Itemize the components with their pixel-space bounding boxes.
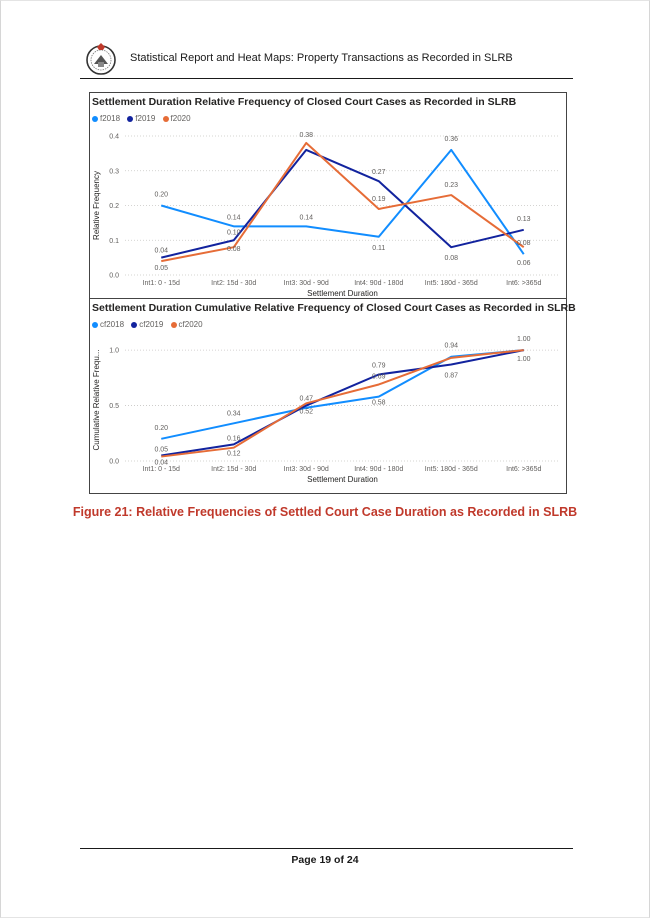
legend-dot-icon — [92, 321, 98, 328]
data-label: 0.34 — [227, 410, 241, 417]
data-label: 0.52 — [299, 408, 313, 415]
legend-dot-icon — [127, 115, 134, 122]
chart-title: Settlement Duration Relative Frequency o… — [92, 96, 517, 108]
data-label: 0.12 — [227, 451, 241, 458]
x-tick-label: Int2: 15d - 30d — [211, 466, 256, 473]
x-tick-label: Int1: 0 - 15d — [143, 280, 180, 287]
page-footer: Page 19 of 24 — [0, 854, 650, 866]
series-line-f2020[interactable] — [161, 141, 525, 263]
data-label: 0.14 — [227, 214, 241, 221]
data-label: 0.16 — [227, 435, 241, 442]
figure-caption: Figure 21: Relative Frequencies of Settl… — [72, 505, 578, 519]
chart-legend: f2018 f2019 f2020 — [92, 114, 196, 123]
chart-title: Settlement Duration Cumulative Relative … — [92, 302, 576, 314]
legend-item-cf2018[interactable]: cf2018 — [92, 320, 124, 329]
data-label: 0.05 — [154, 265, 168, 272]
footer-divider — [80, 848, 573, 849]
x-tick-label: Int1: 0 - 15d — [143, 466, 180, 473]
data-label: 0.79 — [372, 362, 386, 369]
x-tick-label: Int3: 30d - 90d — [284, 466, 329, 473]
data-label: 0.47 — [299, 396, 313, 403]
legend-label: f2018 — [100, 114, 121, 123]
y-tick-label: 0.0 — [109, 273, 119, 280]
y-axis-title: Relative Frequency — [92, 171, 101, 240]
series-line-f2018[interactable] — [160, 148, 525, 255]
x-tick-label: Int5: 180d - 365d — [425, 280, 478, 287]
legend-dot-icon — [162, 115, 169, 122]
cumulative-frequency-plot: 0.0 0.5 1.0 Int1: 0 - 15d Int2: 15d - 30d Int… — [92, 336, 560, 484]
legend-label: cf2019 — [139, 320, 164, 329]
legend-label: f2019 — [135, 114, 156, 123]
x-tick-label: Int5: 180d - 365d — [425, 466, 478, 473]
legend-item-f2020[interactable]: f2020 — [162, 114, 191, 123]
legend-dot-icon — [170, 321, 177, 328]
data-label: 0.08 — [227, 246, 241, 253]
page-total: 24 — [346, 854, 359, 866]
x-tick-label: Int6: >365d — [506, 280, 541, 287]
data-label: 0.27 — [372, 169, 386, 176]
relative-frequency-plot: 0.0 0.1 0.2 0.3 0.4 Int1: 0 - 15d Int2: 15d - … — [92, 132, 560, 298]
data-label: 0.04 — [154, 460, 168, 467]
page-prefix: Page — [291, 854, 320, 866]
page-number: 19 — [319, 854, 332, 866]
page-of: of — [331, 854, 347, 866]
header-title: Statistical Report and Heat Maps: Proper… — [130, 52, 513, 64]
relative-frequency-chart: Settlement Duration Relative Frequency o… — [90, 93, 566, 299]
y-axis-title: Cumulative Relative Frequ... — [92, 350, 101, 451]
y-tick-label: 0.2 — [109, 203, 119, 210]
legend-label: cf2020 — [178, 320, 203, 329]
legend-item-cf2020[interactable]: cf2020 — [170, 320, 203, 329]
legend-dot-icon — [92, 115, 98, 122]
data-label: 0.94 — [444, 343, 458, 350]
data-label: 0.14 — [299, 214, 313, 221]
data-label: 0.23 — [444, 182, 458, 189]
series-line-cf2020[interactable] — [161, 349, 524, 458]
data-label: 0.36 — [444, 136, 458, 143]
legend-label: cf2018 — [100, 320, 125, 329]
slrb-logo-icon — [86, 43, 116, 75]
data-label: 0.13 — [517, 216, 531, 223]
y-tick-label: 0.4 — [109, 134, 119, 141]
legend-item-f2019[interactable]: f2019 — [127, 114, 155, 123]
x-tick-label: Int6: >365d — [506, 466, 541, 473]
cumulative-frequency-chart: Settlement Duration Cumulative Relative … — [90, 299, 576, 493]
legend-item-f2018[interactable]: f2018 — [92, 114, 120, 123]
data-label: 0.87 — [444, 373, 458, 380]
x-tick-label: Int3: 30d - 90d — [284, 280, 329, 287]
x-tick-label: Int4: 90d - 180d — [354, 280, 403, 287]
x-tick-label: Int4: 90d - 180d — [354, 466, 403, 473]
legend-item-cf2019[interactable]: cf2019 — [131, 320, 163, 329]
series-line-cf2019[interactable] — [161, 349, 524, 457]
data-label: 0.58 — [372, 400, 386, 407]
data-label: 0.04 — [154, 248, 168, 255]
data-label: 0.69 — [372, 373, 386, 380]
y-tick-label: 0.1 — [109, 238, 119, 245]
figure-frame: Settlement Duration Relative Frequency o… — [89, 92, 576, 494]
y-tick-label: 1.0 — [109, 348, 119, 355]
data-label: 1.00 — [517, 336, 531, 343]
data-label: 0.05 — [154, 446, 168, 453]
x-axis-title: Settlement Duration — [307, 289, 378, 298]
data-label: 0.08 — [444, 255, 458, 262]
series-line-f2019[interactable] — [161, 148, 524, 259]
data-label: 0.19 — [372, 196, 386, 203]
data-label: 0.20 — [154, 192, 168, 199]
page-header: Statistical Report and Heat Maps: Proper… — [80, 40, 573, 79]
chart-legend: cf2018 cf2019 cf2020 — [92, 320, 208, 329]
data-label: 0.10 — [227, 229, 241, 236]
data-label: 0.11 — [372, 245, 385, 252]
legend-dot-icon — [131, 321, 138, 328]
y-tick-label: 0.0 — [109, 459, 119, 466]
data-label: 0.08 — [517, 240, 531, 247]
y-tick-label: 0.3 — [109, 168, 119, 175]
data-label: 1.00 — [517, 356, 531, 363]
data-label: 0.20 — [154, 425, 168, 432]
legend-label: f2020 — [170, 114, 191, 123]
y-tick-label: 0.5 — [109, 403, 119, 410]
data-label: 0.38 — [299, 132, 313, 139]
x-tick-label: Int2: 15d - 30d — [211, 280, 256, 287]
data-label: 0.06 — [517, 260, 531, 267]
x-axis-title: Settlement Duration — [307, 475, 378, 484]
